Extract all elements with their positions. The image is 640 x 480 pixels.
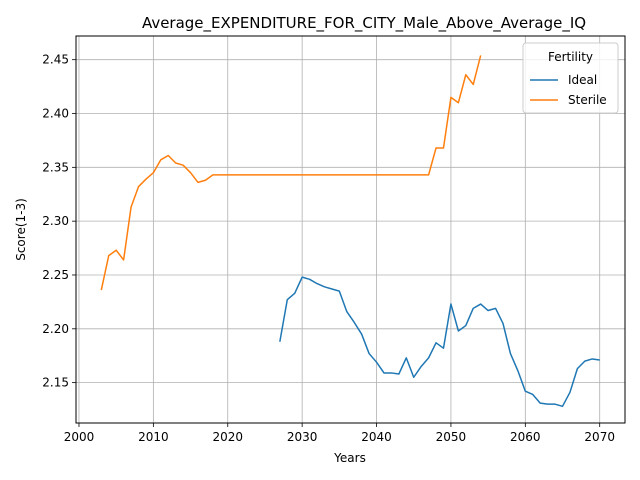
x-tick-label: 2040 [361,430,392,444]
y-axis-ticks: 2.15 2.20 2.25 2.30 2.35 2.40 2.45 [42,53,76,390]
x-tick-label: 2030 [287,430,318,444]
series-line-ideal [279,276,600,408]
x-tick-label: 2060 [510,430,541,444]
x-axis-label: Years [333,451,366,465]
y-tick-label: 2.25 [42,268,69,282]
x-tick-label: 2020 [212,430,243,444]
y-tick-label: 2.15 [42,376,69,390]
x-axis-ticks: 2000 2010 2020 2030 2040 2050 2060 2070 [64,423,615,444]
plot-frame [75,35,626,424]
x-tick-label: 2050 [436,430,467,444]
y-tick-label: 2.45 [42,53,69,67]
x-tick-label: 2070 [584,430,615,444]
legend: Fertility Ideal Sterile [522,42,619,114]
legend-label-ideal: Ideal [568,73,597,87]
y-axis-label: Score(1-3) [14,198,28,261]
legend-box [522,42,619,114]
series-lines [100,55,600,408]
y-tick-label: 2.35 [42,160,69,174]
y-tick-label: 2.40 [42,107,69,121]
x-tick-label: 2010 [138,430,169,444]
chart-title: Average_EXPENDITURE_FOR_CITY_Male_Above_… [142,14,586,33]
x-tick-label: 2000 [64,430,95,444]
legend-title: Fertility [548,50,593,64]
y-tick-label: 2.30 [42,214,69,228]
y-tick-label: 2.20 [42,322,69,336]
legend-label-sterile: Sterile [568,93,607,107]
series-line-sterile [100,55,482,291]
